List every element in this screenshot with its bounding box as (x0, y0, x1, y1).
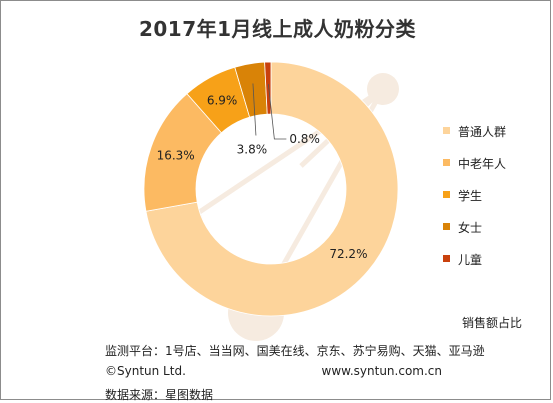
slice-value-label: 3.8% (237, 143, 268, 157)
slice-value-label: 6.9% (207, 94, 238, 108)
chart-title: 2017年1月线上成人奶粉分类 (138, 17, 417, 41)
footer-website: www.syntun.com.cn (321, 364, 443, 378)
metric-label: 销售额占比 (461, 316, 522, 330)
leader-lines (252, 83, 287, 140)
legend-swatch (443, 159, 450, 166)
watermark-node (367, 73, 399, 105)
legend-swatch (443, 223, 450, 230)
footer-source: 数据来源：星图数据 (105, 388, 214, 402)
slice-value-label: 16.3% (157, 149, 195, 163)
slice-value-label: 72.2% (329, 247, 367, 261)
legend-swatch (443, 255, 450, 262)
slice-labels: 72.2% 16.3% 6.9% 3.8% 0.8% (157, 94, 368, 261)
legend-swatch (443, 127, 450, 134)
legend-label: 中老年人 (458, 157, 507, 171)
leader-line (252, 83, 257, 136)
legend-swatch (443, 191, 450, 198)
legend-label: 普通人群 (458, 125, 507, 139)
legend-label: 女士 (458, 221, 483, 235)
donut-slices (143, 61, 399, 317)
slice-value-label: 0.8% (289, 132, 320, 146)
legend-label: 学生 (458, 189, 483, 203)
leader-line (267, 83, 287, 140)
footer-copyright: ©Syntun Ltd. (105, 364, 186, 378)
donut-slice (264, 61, 272, 115)
donut-slice (145, 61, 399, 317)
legend-label: 儿童 (458, 253, 483, 267)
footer-platforms: 监测平台：1号店、当当网、国美在线、京东、苏宁易购、天猫、亚马逊 (105, 344, 485, 358)
